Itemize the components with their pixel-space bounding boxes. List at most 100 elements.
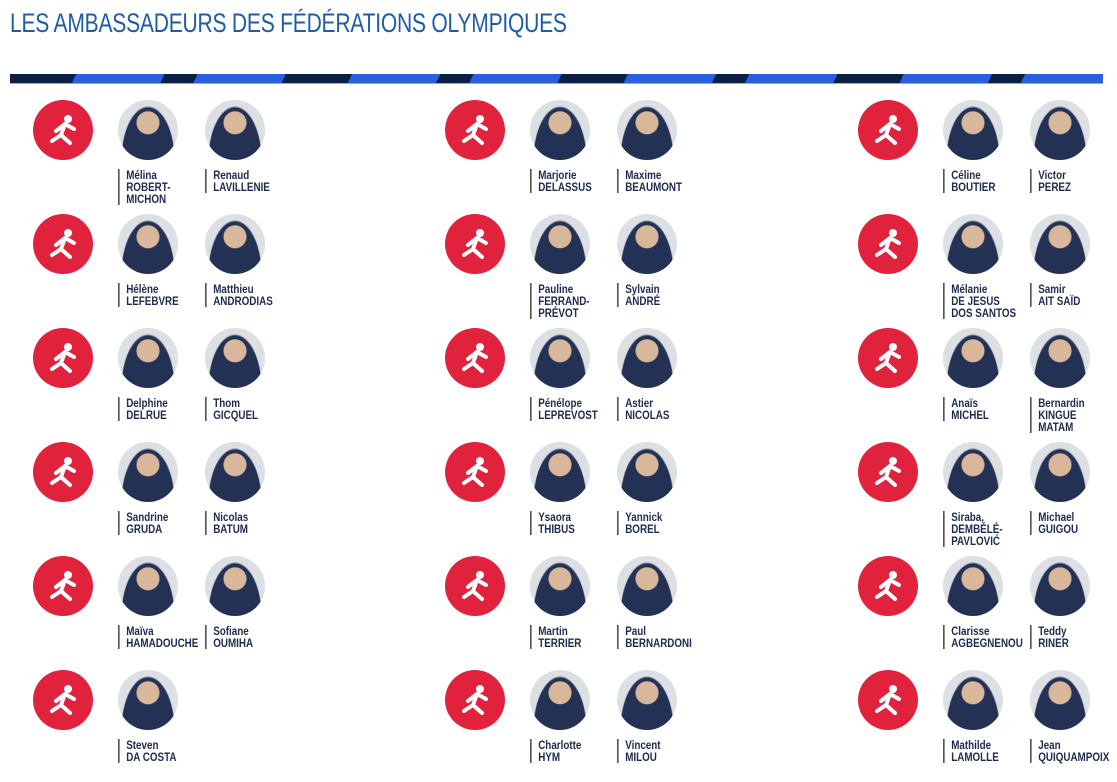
ambassador-name: Michael GUIGOU [1030, 511, 1101, 535]
ambassador-card[interactable]: Delphine DELRUE [118, 328, 204, 421]
ambassador-card[interactable]: Mélina ROBERT- MICHON [118, 100, 204, 205]
avatar [1030, 328, 1090, 388]
name-line: Mathilde [951, 738, 992, 752]
avatar [617, 214, 677, 274]
name-line: Steven [126, 738, 159, 752]
ambassador-card[interactable]: Astier NICOLAS [617, 328, 703, 421]
name-line: NICOLAS [625, 408, 670, 422]
sport-row: Mélina ROBERT- MICHON Renaud LAVILLENIE [33, 98, 293, 212]
sport-row: Mathilde LAMOLLE Jean QUIQUAMPOIX [858, 668, 1117, 782]
ambassador-card[interactable]: Vincent MILOU [617, 670, 703, 763]
ambassador-card[interactable]: Renaud LAVILLENIE [205, 100, 291, 193]
ambassador-card[interactable]: Nicolas BATUM [205, 442, 291, 535]
ambassador-name: Mathilde LAMOLLE [943, 739, 1014, 763]
ambassador-card[interactable]: Charlotte HYM [530, 670, 616, 763]
ambassador-card[interactable]: Thom GICQUEL [205, 328, 291, 421]
name-line: Pauline [538, 282, 574, 296]
name-line: Astier [625, 396, 654, 410]
name-line: Hélène [126, 282, 159, 296]
name-line: DOS SANTOS [951, 306, 1017, 320]
avatar [118, 328, 178, 388]
name-line: MILOU [625, 750, 657, 764]
ambassador-card[interactable]: Mathilde LAMOLLE [943, 670, 1029, 763]
name-line: Charlotte [538, 738, 582, 752]
name-line: AIT SAÏD [1038, 294, 1081, 308]
name-line: PRÉVOT [538, 306, 579, 320]
avatar [118, 214, 178, 274]
ambassador-card[interactable]: Siraba, DEMBÉLÉ- PAVLOVIĆ [943, 442, 1029, 547]
ambassador-card[interactable]: Samir AIT SAÏD [1030, 214, 1116, 307]
ambassador-name: Astier NICOLAS [617, 397, 688, 421]
ambassador-card[interactable]: Maïva HAMADOUCHE [118, 556, 204, 649]
ambassador-card[interactable]: Martin TERRIER [530, 556, 616, 649]
name-line: DELASSUS [538, 180, 592, 194]
ambassador-card[interactable]: Sylvain ANDRÉ [617, 214, 703, 307]
ambassador-card[interactable]: Céline BOUTIER [943, 100, 1029, 193]
ambassador-card[interactable]: Mélanie DE JESUS DOS SANTOS [943, 214, 1029, 319]
ambassador-card[interactable]: Paul BERNARDONI [617, 556, 703, 649]
avatar [205, 328, 265, 388]
ambassador-name: Thom GICQUEL [205, 397, 276, 421]
avatar [530, 556, 590, 616]
ambassador-card[interactable]: Anaïs MICHEL [943, 328, 1029, 421]
sport-row: Ysaora THIBUS Yannick BOREL [445, 440, 705, 554]
ambassador-name: Vincent MILOU [617, 739, 688, 763]
ambassador-card[interactable]: Teddy RINER [1030, 556, 1116, 649]
avatar [943, 328, 1003, 388]
ambassador-card[interactable]: Maxime BEAUMONT [617, 100, 703, 193]
weightlifting-icon [858, 328, 918, 388]
equestrian-icon [445, 328, 505, 388]
ambassador-name: Mélina ROBERT- MICHON [118, 169, 189, 205]
ambassador-name: Sofiane OUMIHA [205, 625, 276, 649]
name-line: KINGUE [1038, 408, 1077, 422]
ambassador-card[interactable]: Bernardin KINGUE MATAM [1030, 328, 1116, 433]
ambassador-name: Céline BOUTIER [943, 169, 1014, 193]
ambassador-name: Renaud LAVILLENIE [205, 169, 276, 193]
ambassador-card[interactable]: Clarisse AGBEGNENOU [943, 556, 1029, 649]
ambassador-name: Bernardin KINGUE MATAM [1030, 397, 1101, 433]
name-line: Marjorie [538, 168, 577, 182]
football-icon [445, 556, 505, 616]
ambassador-card[interactable]: Pénélope LEPREVOST [530, 328, 616, 421]
avatar [205, 100, 265, 160]
ambassador-card[interactable]: Hélène LEFEBVRE [118, 214, 204, 307]
page-title: LES AMBASSADEURS DES FÉDÉRATIONS OLYMPIQ… [10, 8, 567, 38]
ambassador-name: Samir AIT SAÏD [1030, 283, 1101, 307]
name-line: GRUDA [126, 522, 163, 536]
sport-row: Mélanie DE JESUS DOS SANTOS Samir AIT SAÏD [858, 212, 1117, 326]
column: Marjorie DELASSUS Maxime BEAUMONT Pauline FER… [445, 98, 705, 782]
cycling-icon [445, 214, 505, 274]
ambassador-card[interactable]: Jean QUIQUAMPOIX [1030, 670, 1116, 763]
name-line: ROBERT- [126, 180, 171, 194]
ambassador-name: Clarisse AGBEGNENOU [943, 625, 1023, 649]
avatar [943, 670, 1003, 730]
ambassador-card[interactable]: Michael GUIGOU [1030, 442, 1116, 535]
name-line: BOREL [625, 522, 660, 536]
name-line: LEFEBVRE [126, 294, 179, 308]
ambassador-card[interactable]: Yannick BOREL [617, 442, 703, 535]
canoe-icon [445, 100, 505, 160]
ambassador-name: Teddy RINER [1030, 625, 1101, 649]
avatar [118, 442, 178, 502]
ambassador-card[interactable]: Pauline FERRAND- PRÉVOT [530, 214, 616, 319]
avatar [1030, 442, 1090, 502]
ambassador-card[interactable]: Steven DA COSTA [118, 670, 204, 763]
name-line: BATUM [213, 522, 248, 536]
gymnastics-icon [858, 214, 918, 274]
avatar [118, 556, 178, 616]
name-line: GICQUEL [213, 408, 259, 422]
name-line: LEPREVOST [538, 408, 598, 422]
fencing-icon [445, 442, 505, 502]
ambassador-card[interactable]: Ysaora THIBUS [530, 442, 616, 535]
ambassador-card[interactable]: Sofiane OUMIHA [205, 556, 291, 649]
ambassador-card[interactable]: Sandrine GRUDA [118, 442, 204, 535]
ambassador-card[interactable]: Matthieu ANDRODIAS [205, 214, 291, 307]
ambassador-name: Siraba, DEMBÉLÉ- PAVLOVIĆ [943, 511, 1014, 547]
ambassador-name: Nicolas BATUM [205, 511, 276, 535]
name-line: Sofiane [213, 624, 249, 638]
avatar [530, 670, 590, 730]
column: Mélina ROBERT- MICHON Renaud LAVILLENIE Hélèn… [33, 98, 293, 782]
ambassador-card[interactable]: Marjorie DELASSUS [530, 100, 616, 193]
ambassador-card[interactable]: Victor PEREZ [1030, 100, 1116, 193]
name-line: Maxime [625, 168, 662, 182]
